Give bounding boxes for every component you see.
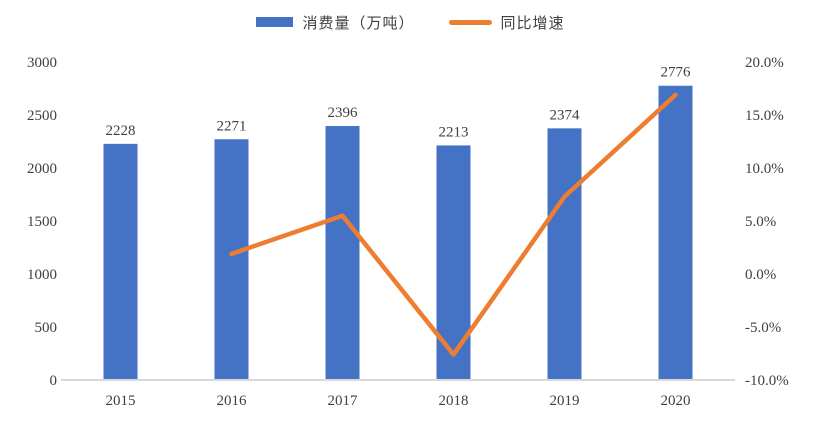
bar-value-label: 2271 (217, 118, 247, 134)
left-axis-tick-label: 1500 (27, 214, 57, 230)
bar-value-label: 2776 (661, 65, 692, 81)
x-axis-tick-label: 2015 (106, 393, 136, 409)
growth-line (229, 92, 678, 357)
left-axis-tick-label: 0 (50, 373, 58, 389)
right-axis-tick-label: -10.0% (745, 373, 789, 389)
bar-value-label: 2396 (328, 105, 359, 121)
bar-value-label: 2374 (550, 107, 581, 123)
bar-2017 (325, 126, 360, 380)
bar-value-label: 2228 (106, 123, 136, 139)
x-axis-tick-label: 2016 (217, 393, 248, 409)
legend-label-consumption: 消费量（万吨） (302, 15, 415, 32)
x-axis-tick-label: 2017 (328, 393, 359, 409)
bar-value-label: 2213 (439, 124, 469, 140)
bar-series-swatch-icon (256, 17, 294, 27)
line-series-swatch-icon (448, 19, 492, 25)
right-axis-tick-label: 20.0% (745, 55, 784, 71)
legend-item-growth: 同比增速 (448, 12, 565, 33)
right-axis-tick-label: 10.0% (745, 161, 784, 177)
right-axis-tick-label: -5.0% (745, 320, 781, 336)
bar-2016 (214, 139, 249, 380)
left-axis-tick-label: 2500 (27, 108, 57, 124)
left-axis-tick-label: 1000 (27, 267, 57, 283)
bar-2018 (436, 145, 471, 380)
x-axis-tick-label: 2019 (550, 393, 580, 409)
left-axis-tick-label: 500 (35, 320, 58, 336)
plot-area: 0 500 1000 1500 2000 2500 3000 -10.0% -5.0% 0.0% 5… (27, 55, 789, 409)
x-axis-tick-label: 2018 (439, 393, 469, 409)
chart-legend: 消费量（万吨） 同比增速 (0, 8, 821, 36)
x-axis-tick-label: 2020 (661, 393, 691, 409)
bar-2015 (103, 143, 138, 380)
bar-2020 (658, 85, 693, 380)
legend-item-consumption: 消费量（万吨） (256, 12, 414, 33)
right-axis-tick-label: 5.0% (745, 214, 776, 230)
legend-label-growth: 同比增速 (500, 15, 565, 32)
left-axis-tick-label: 2000 (27, 161, 57, 177)
right-axis-tick-label: 15.0% (745, 108, 784, 124)
right-axis-tick-label: 0.0% (745, 267, 776, 283)
left-axis-tick-label: 3000 (27, 55, 57, 71)
bar-2019 (547, 128, 582, 380)
